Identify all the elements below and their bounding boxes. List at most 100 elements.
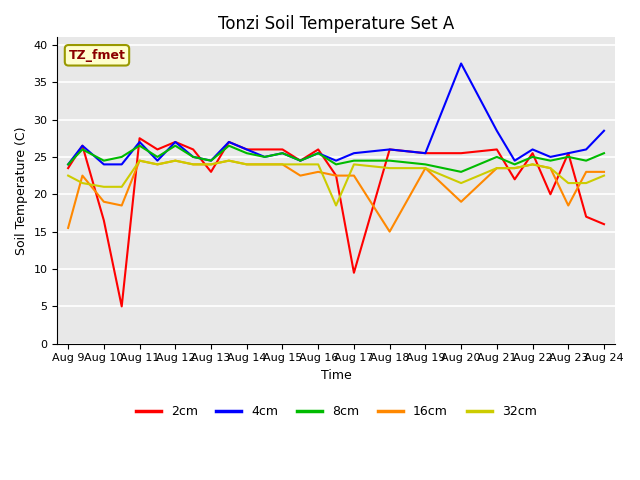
- 32cm: [296, 161, 304, 167]
- 16cm: [422, 165, 429, 171]
- 4cm: [154, 158, 161, 164]
- 16cm: [225, 158, 233, 164]
- 8cm: [64, 161, 72, 167]
- 16cm: [136, 158, 143, 164]
- 8cm: [207, 158, 215, 164]
- 32cm: [172, 158, 179, 164]
- 32cm: [564, 180, 572, 186]
- 8cm: [564, 154, 572, 160]
- 32cm: [386, 165, 394, 171]
- 16cm: [529, 161, 536, 167]
- 16cm: [332, 173, 340, 179]
- 16cm: [154, 161, 161, 167]
- 2cm: [225, 139, 233, 145]
- 16cm: [79, 173, 86, 179]
- 16cm: [582, 169, 590, 175]
- 2cm: [79, 143, 86, 149]
- 32cm: [64, 173, 72, 179]
- 16cm: [600, 169, 608, 175]
- 4cm: [600, 128, 608, 133]
- Line: 8cm: 8cm: [68, 146, 604, 172]
- 8cm: [493, 154, 500, 160]
- 16cm: [260, 161, 268, 167]
- Line: 2cm: 2cm: [68, 138, 604, 306]
- 32cm: [422, 165, 429, 171]
- 32cm: [350, 161, 358, 167]
- 16cm: [547, 165, 554, 171]
- 8cm: [260, 154, 268, 160]
- 32cm: [529, 161, 536, 167]
- 2cm: [493, 146, 500, 152]
- 32cm: [582, 180, 590, 186]
- 2cm: [582, 214, 590, 219]
- 2cm: [296, 158, 304, 164]
- 8cm: [511, 161, 518, 167]
- 16cm: [189, 161, 197, 167]
- 16cm: [64, 225, 72, 231]
- 4cm: [278, 150, 286, 156]
- 16cm: [296, 173, 304, 179]
- 2cm: [118, 303, 125, 309]
- 2cm: [422, 150, 429, 156]
- 32cm: [100, 184, 108, 190]
- Title: Tonzi Soil Temperature Set A: Tonzi Soil Temperature Set A: [218, 15, 454, 33]
- 2cm: [457, 150, 465, 156]
- 32cm: [79, 180, 86, 186]
- 32cm: [547, 165, 554, 171]
- 16cm: [118, 203, 125, 208]
- 4cm: [582, 146, 590, 152]
- 2cm: [136, 135, 143, 141]
- 16cm: [457, 199, 465, 204]
- 8cm: [189, 154, 197, 160]
- 32cm: [260, 161, 268, 167]
- X-axis label: Time: Time: [321, 369, 351, 382]
- 8cm: [457, 169, 465, 175]
- 16cm: [386, 229, 394, 235]
- 4cm: [314, 150, 322, 156]
- 4cm: [64, 161, 72, 167]
- 8cm: [296, 158, 304, 164]
- 32cm: [225, 158, 233, 164]
- 32cm: [207, 161, 215, 167]
- 16cm: [314, 169, 322, 175]
- 32cm: [600, 173, 608, 179]
- 8cm: [422, 161, 429, 167]
- 2cm: [64, 165, 72, 171]
- Line: 4cm: 4cm: [68, 63, 604, 164]
- 8cm: [350, 158, 358, 164]
- 8cm: [600, 150, 608, 156]
- 8cm: [136, 143, 143, 149]
- 4cm: [225, 139, 233, 145]
- 8cm: [314, 150, 322, 156]
- 16cm: [207, 161, 215, 167]
- 4cm: [118, 161, 125, 167]
- 2cm: [529, 150, 536, 156]
- 2cm: [314, 146, 322, 152]
- 16cm: [350, 173, 358, 179]
- 4cm: [493, 128, 500, 133]
- 16cm: [511, 165, 518, 171]
- 16cm: [278, 161, 286, 167]
- 32cm: [457, 180, 465, 186]
- 8cm: [172, 143, 179, 149]
- 8cm: [582, 158, 590, 164]
- 32cm: [136, 158, 143, 164]
- 4cm: [260, 154, 268, 160]
- 4cm: [207, 158, 215, 164]
- 32cm: [493, 165, 500, 171]
- Line: 16cm: 16cm: [68, 161, 604, 232]
- 2cm: [350, 270, 358, 276]
- Legend: 2cm, 4cm, 8cm, 16cm, 32cm: 2cm, 4cm, 8cm, 16cm, 32cm: [131, 400, 541, 423]
- 2cm: [100, 217, 108, 223]
- 32cm: [332, 203, 340, 208]
- 8cm: [386, 158, 394, 164]
- 32cm: [314, 161, 322, 167]
- 32cm: [154, 161, 161, 167]
- 8cm: [79, 146, 86, 152]
- 4cm: [296, 158, 304, 164]
- 4cm: [511, 158, 518, 164]
- 4cm: [386, 146, 394, 152]
- 4cm: [100, 161, 108, 167]
- 8cm: [332, 161, 340, 167]
- 16cm: [564, 203, 572, 208]
